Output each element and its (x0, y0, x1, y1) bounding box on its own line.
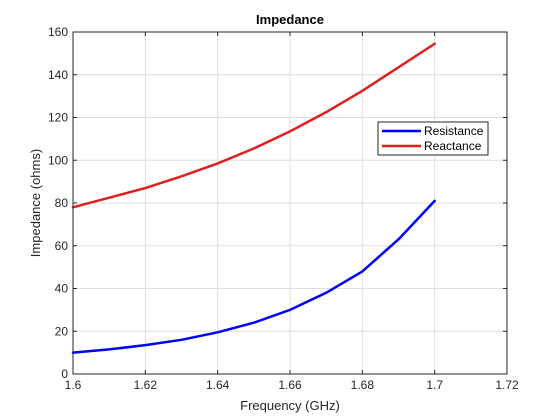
x-axis-ticks: 1.6 1.62 1.64 1.66 1.68 1.7 1.72 (65, 32, 519, 392)
y-tick-label: 20 (55, 324, 69, 338)
y-axis-ticks: 0 20 40 60 80 100 120 140 160 (48, 25, 507, 381)
x-tick-label: 1.7 (426, 378, 443, 392)
y-tick-label: 100 (48, 153, 68, 167)
chart-title: Impedance (256, 12, 324, 27)
x-tick-label: 1.6 (65, 378, 82, 392)
series-line-reactance (71, 42, 436, 209)
series-line-resistance (71, 199, 436, 354)
y-tick-label: 80 (55, 196, 69, 210)
y-tick-label: 0 (61, 367, 68, 381)
x-tick-label: 1.68 (351, 378, 375, 392)
x-axis-label: Frequency (GHz) (240, 398, 340, 413)
y-tick-label: 120 (48, 111, 68, 125)
y-tick-label: 60 (55, 239, 69, 253)
series-lines (71, 42, 436, 354)
legend-label-resistance: Resistance (424, 124, 484, 138)
y-tick-label: 160 (48, 25, 68, 39)
x-tick-label: 1.66 (278, 378, 302, 392)
legend-box (377, 121, 489, 156)
x-tick-label: 1.72 (495, 378, 519, 392)
legend: Resistance Reactance (377, 121, 489, 156)
y-tick-label: 40 (55, 282, 69, 296)
x-tick-label: 1.64 (206, 378, 230, 392)
legend-label-reactance: Reactance (424, 139, 482, 153)
y-axis-label: Impedance (ohms) (28, 149, 43, 257)
y-tick-label: 140 (48, 68, 68, 82)
x-tick-label: 1.62 (134, 378, 158, 392)
